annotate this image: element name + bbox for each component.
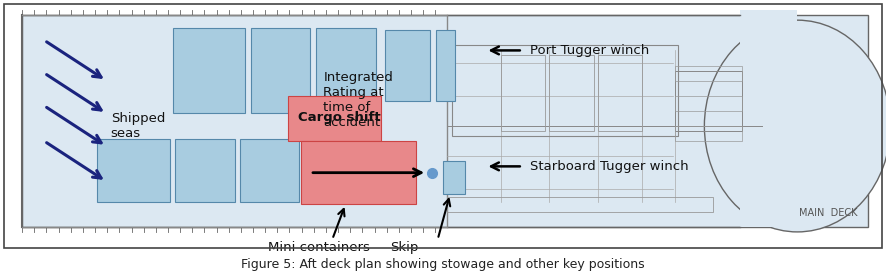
Bar — [173, 28, 245, 113]
Bar — [385, 30, 430, 101]
Text: Cargo shift: Cargo shift — [298, 111, 381, 124]
Bar — [740, 10, 797, 227]
Bar — [97, 139, 170, 202]
Text: Integrated
Rating at
time of
accident: Integrated Rating at time of accident — [323, 71, 393, 129]
Text: Shipped
seas: Shipped seas — [111, 112, 165, 140]
Bar — [447, 197, 713, 212]
Bar — [175, 139, 235, 202]
Bar — [436, 30, 455, 101]
Bar — [240, 139, 299, 202]
Bar — [288, 96, 381, 141]
Bar — [443, 161, 465, 194]
Text: Figure 5: Aft deck plan showing stowage and other key positions: Figure 5: Aft deck plan showing stowage … — [241, 258, 645, 271]
Bar — [316, 28, 376, 113]
Bar — [675, 96, 742, 111]
Bar — [549, 55, 594, 131]
Bar — [251, 28, 310, 113]
Bar — [22, 15, 868, 227]
Text: Skip: Skip — [390, 241, 418, 254]
Bar — [675, 126, 742, 141]
Text: MAIN  DECK: MAIN DECK — [799, 208, 858, 218]
Bar — [452, 45, 678, 136]
Bar — [675, 71, 742, 131]
Bar — [675, 65, 742, 81]
Text: Starboard Tugger winch: Starboard Tugger winch — [530, 160, 688, 173]
Bar — [301, 141, 416, 204]
Bar — [501, 55, 545, 131]
Text: Port Tugger winch: Port Tugger winch — [530, 44, 649, 57]
Ellipse shape — [704, 20, 886, 232]
Text: Mini containers: Mini containers — [268, 241, 369, 254]
Bar — [598, 55, 642, 131]
